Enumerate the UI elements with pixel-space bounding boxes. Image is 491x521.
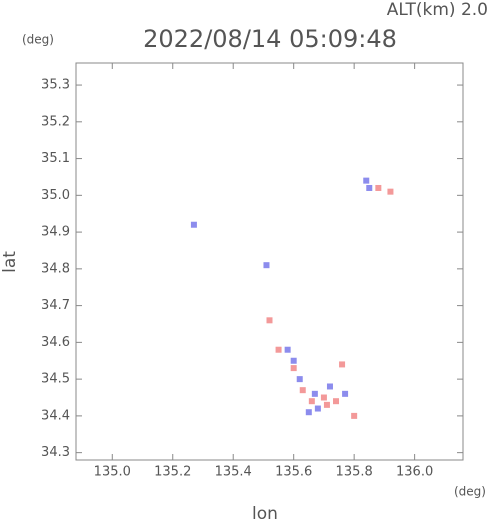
- echo-point: [342, 390, 349, 397]
- echo-point: [375, 184, 382, 191]
- x-tick-label: 135.0: [94, 465, 131, 480]
- y-tick-label: 35.2: [41, 114, 70, 129]
- x-axis-label: lon: [252, 504, 278, 521]
- echo-point: [323, 401, 330, 408]
- y-tick-label: 35.1: [41, 151, 70, 166]
- echo-point: [290, 365, 297, 372]
- echo-point: [311, 390, 318, 397]
- echo-point: [387, 188, 394, 195]
- y-tick-label: 34.5: [41, 372, 70, 387]
- chart-subtitle: ALT(km) 2.0: [387, 0, 488, 20]
- echo-point: [190, 221, 197, 228]
- x-tick-label: 135.2: [154, 465, 191, 480]
- echo-point: [296, 376, 303, 383]
- echo-point: [275, 346, 282, 353]
- echo-point: [326, 383, 333, 390]
- y-unit: (deg): [22, 33, 54, 47]
- x-tick-label: 135.8: [336, 465, 373, 480]
- y-tick-label: 35.3: [41, 78, 70, 93]
- y-tick-label: 34.6: [41, 335, 70, 350]
- x-tick-label: 135.4: [215, 465, 252, 480]
- echo-point: [333, 398, 340, 405]
- echo-point: [305, 409, 312, 416]
- chart-title: 2022/08/14 05:09:48: [143, 25, 397, 53]
- echo-point: [284, 346, 291, 353]
- plot-frame: [75, 62, 464, 461]
- echo-point: [363, 177, 370, 184]
- y-tick-label: 35.0: [41, 188, 70, 203]
- y-tick-label: 34.3: [41, 445, 70, 460]
- y-tick-label: 34.4: [41, 408, 70, 423]
- echo-point: [351, 412, 358, 419]
- echo-point: [263, 262, 270, 269]
- echo-point: [308, 398, 315, 405]
- y-axis-label: lat: [0, 251, 20, 273]
- echo-point: [320, 394, 327, 401]
- echo-point: [314, 405, 321, 412]
- echo-point: [299, 387, 306, 394]
- y-tick-label: 34.7: [41, 298, 70, 313]
- x-tick-label: 136.0: [396, 465, 433, 480]
- x-unit: (deg): [454, 485, 486, 499]
- echo-point: [290, 357, 297, 364]
- echo-point: [339, 361, 346, 368]
- echo-point: [266, 317, 273, 324]
- echo-point: [366, 184, 373, 191]
- y-tick-label: 34.9: [41, 225, 70, 240]
- x-tick-label: 135.6: [275, 465, 312, 480]
- y-tick-label: 34.8: [41, 261, 70, 276]
